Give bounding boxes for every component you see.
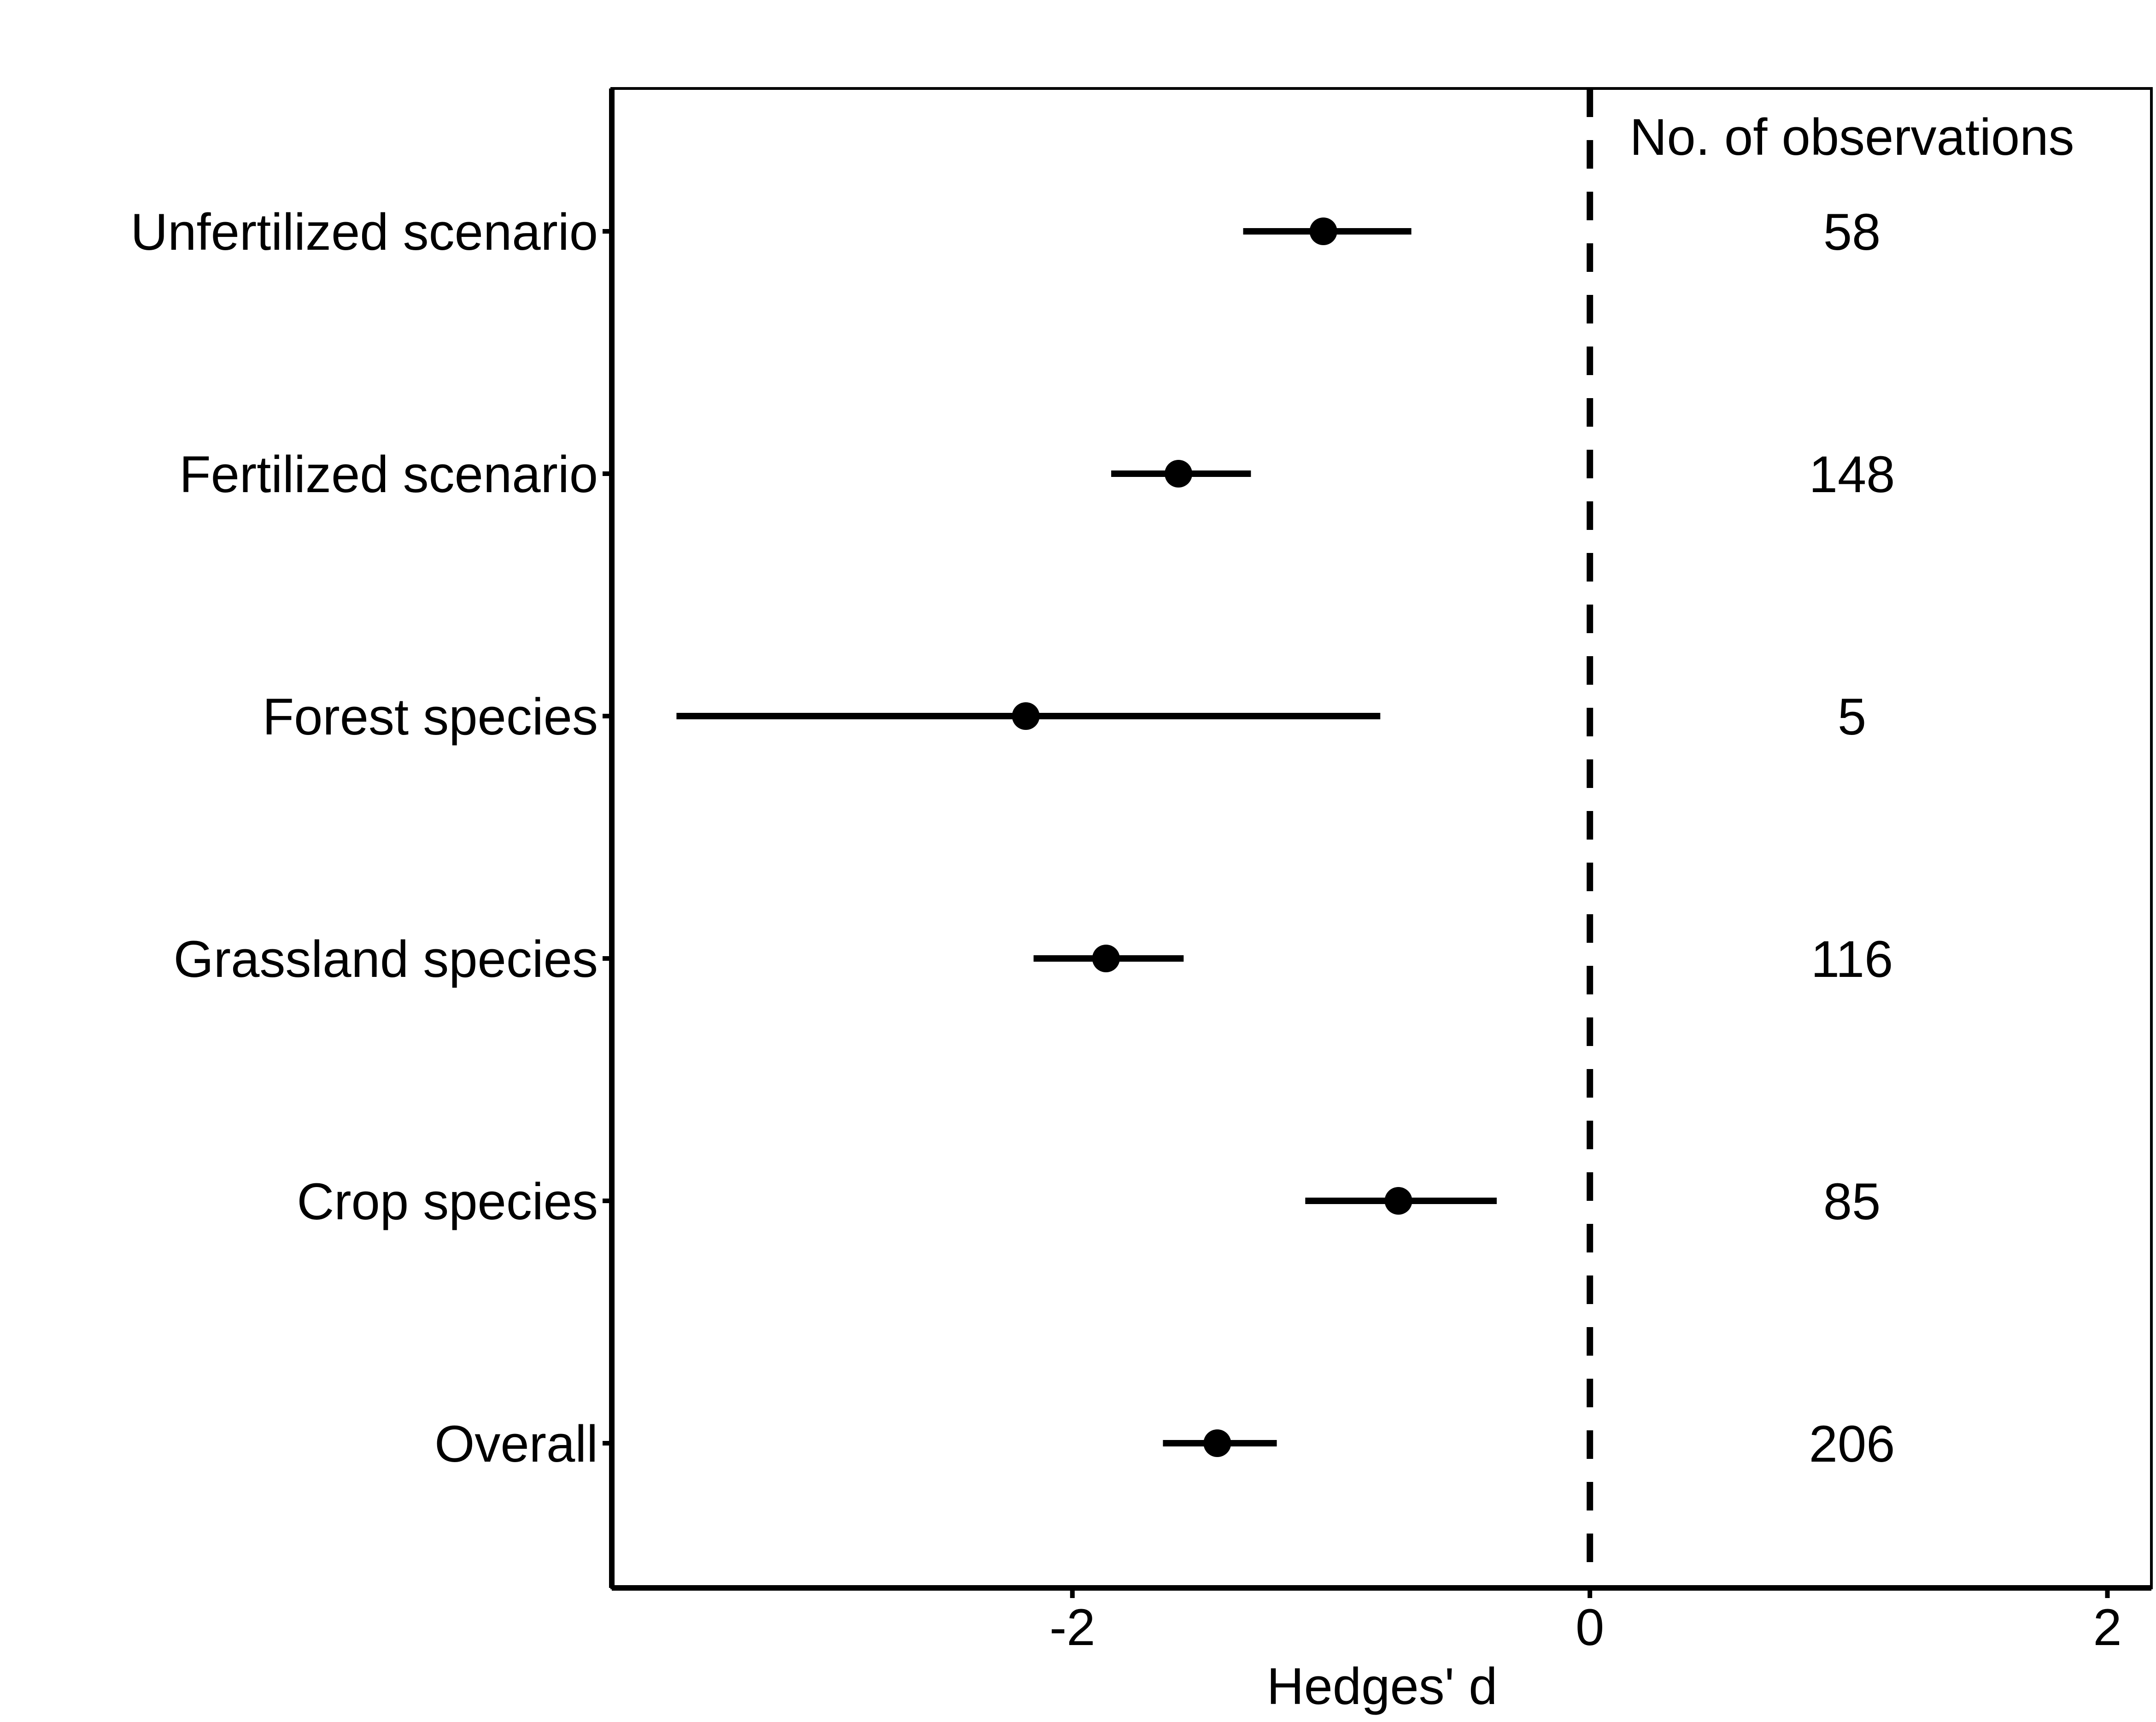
- category-label: Overall: [434, 1415, 598, 1473]
- category-label: Unfertilized scenario: [130, 203, 598, 261]
- observation-count: 85: [1823, 1173, 1881, 1230]
- category-label: Fertilized scenario: [179, 446, 598, 503]
- x-tick-label: 2: [2093, 1599, 2121, 1656]
- estimate-point: [1165, 460, 1193, 488]
- observation-count: 5: [1838, 688, 1866, 746]
- observation-count: 206: [1809, 1415, 1895, 1473]
- observation-count: 58: [1823, 203, 1881, 261]
- x-tick-label: 0: [1576, 1599, 1604, 1656]
- estimate-point: [1384, 1187, 1412, 1215]
- estimate-point: [1012, 702, 1040, 730]
- observation-count: 116: [1811, 930, 1893, 988]
- category-label: Crop species: [297, 1173, 598, 1230]
- plot-frame: [610, 87, 2153, 1589]
- category-label: Grassland species: [174, 930, 598, 988]
- category-label: Forest species: [263, 688, 598, 746]
- estimate-point: [1092, 945, 1120, 972]
- x-tick-label: -2: [1049, 1599, 1096, 1656]
- observation-count: 148: [1809, 446, 1895, 503]
- estimate-point: [1203, 1429, 1231, 1457]
- estimate-point: [1309, 217, 1337, 245]
- observations-header: No. of observations: [1630, 108, 2074, 166]
- x-axis-title: Hedges' d: [1267, 1657, 1498, 1715]
